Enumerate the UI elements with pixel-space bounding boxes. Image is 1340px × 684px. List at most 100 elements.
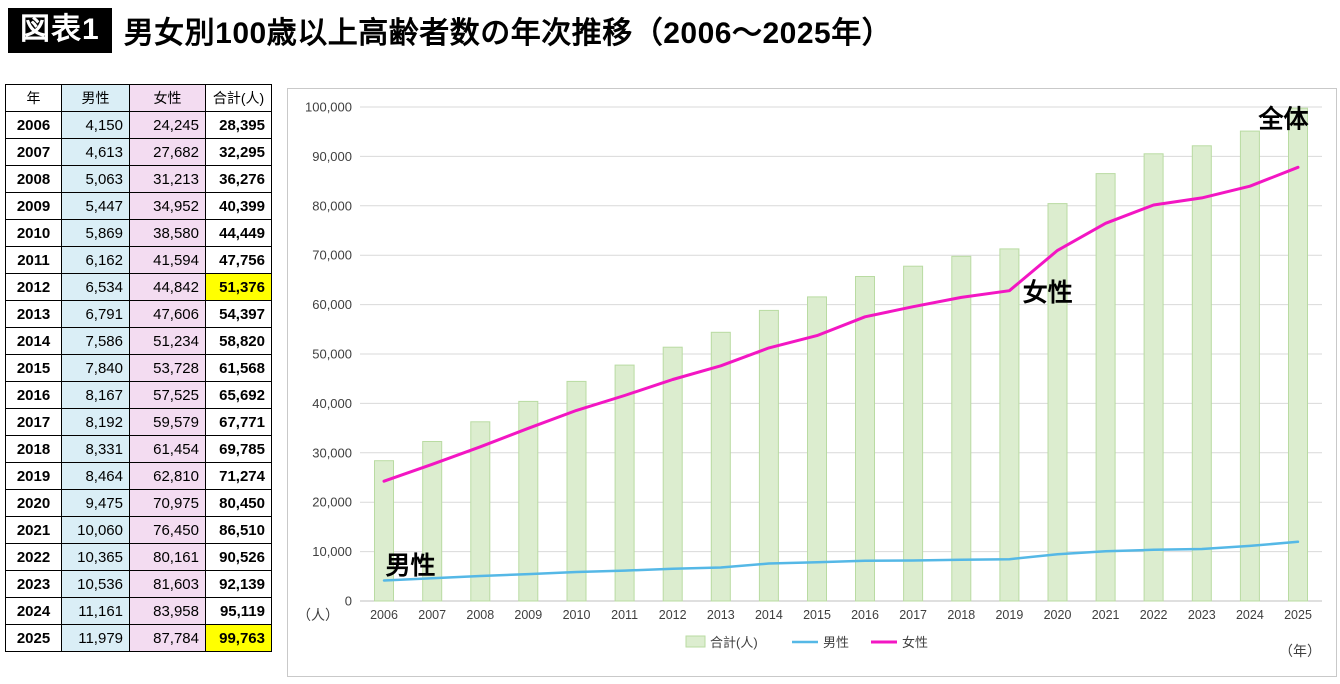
cell-total: 51,376 — [205, 273, 272, 301]
y-axis-tick-label: 90,000 — [312, 149, 352, 164]
total-bar — [807, 296, 827, 602]
x-axis-tick-label: 2019 — [995, 608, 1023, 622]
table-row: 2012 6,534 44,842 51,376 — [5, 273, 272, 301]
x-axis-tick-label: 2012 — [659, 608, 687, 622]
column-header-year: 年 — [5, 84, 62, 112]
cell-female: 24,245 — [129, 111, 206, 139]
cell-total: 58,820 — [205, 327, 272, 355]
cell-year: 2016 — [5, 381, 62, 409]
table-row: 2007 4,613 27,682 32,295 — [5, 138, 272, 166]
y-axis-tick-label: 10,000 — [312, 544, 352, 559]
cell-year: 2008 — [5, 165, 62, 193]
cell-male: 7,840 — [61, 354, 130, 382]
cell-male: 11,979 — [61, 624, 130, 652]
y-axis-tick-label: 20,000 — [312, 495, 352, 510]
x-axis-tick-label: 2024 — [1236, 608, 1264, 622]
cell-total: 44,449 — [205, 219, 272, 247]
x-axis-tick-label: 2006 — [370, 608, 398, 622]
x-axis-tick-label: 2013 — [707, 608, 735, 622]
cell-female: 61,454 — [129, 435, 206, 463]
total-bar — [758, 309, 779, 602]
x-axis-tick-label: 2018 — [947, 608, 975, 622]
cell-male: 10,060 — [61, 516, 130, 544]
cell-female: 83,958 — [129, 597, 206, 625]
cell-female: 51,234 — [129, 327, 206, 355]
cell-male: 11,161 — [61, 597, 130, 625]
cell-female: 70,975 — [129, 489, 206, 517]
table-row: 2025 11,979 87,784 99,763 — [5, 624, 272, 652]
total-bar — [662, 346, 683, 602]
cell-total: 65,692 — [205, 381, 272, 409]
cell-total: 40,399 — [205, 192, 272, 220]
table-row: 2011 6,162 41,594 47,756 — [5, 246, 272, 274]
cell-total: 36,276 — [205, 165, 272, 193]
chart-annotation: 全体 — [1257, 104, 1309, 133]
cell-year: 2012 — [5, 273, 62, 301]
total-bar — [518, 400, 539, 602]
x-axis-tick-label: 2016 — [851, 608, 879, 622]
y-axis-tick-label: 60,000 — [312, 297, 352, 312]
x-axis-tick-label: 2020 — [1044, 608, 1072, 622]
cell-total: 95,119 — [205, 597, 272, 625]
total-bar — [999, 248, 1020, 602]
x-axis-tick-label: 2015 — [803, 608, 831, 622]
cell-female: 53,728 — [129, 354, 206, 382]
cell-year: 2024 — [5, 597, 62, 625]
cell-female: 76,450 — [129, 516, 206, 544]
cell-year: 2015 — [5, 354, 62, 382]
cell-year: 2020 — [5, 489, 62, 517]
cell-male: 8,464 — [61, 462, 130, 490]
cell-male: 8,331 — [61, 435, 130, 463]
total-bar — [470, 421, 491, 602]
table-row: 2022 10,365 80,161 90,526 — [5, 543, 272, 571]
table-row: 2021 10,060 76,450 86,510 — [5, 516, 272, 544]
column-header-male: 男性 — [61, 84, 130, 112]
table-row: 2015 7,840 53,728 61,568 — [5, 354, 272, 382]
total-bar — [1047, 203, 1068, 602]
cell-total: 67,771 — [205, 408, 272, 436]
total-bar — [855, 276, 875, 602]
cell-year: 2013 — [5, 300, 62, 328]
y-axis-tick-label: 0 — [345, 594, 352, 609]
cell-female: 62,810 — [129, 462, 206, 490]
cell-year: 2017 — [5, 408, 62, 436]
cell-female: 38,580 — [129, 219, 206, 247]
cell-female: 41,594 — [129, 246, 206, 274]
cell-total: 86,510 — [205, 516, 272, 544]
x-axis-tick-label: 2007 — [418, 608, 446, 622]
cell-male: 8,167 — [61, 381, 130, 409]
x-axis-tick-label: 2023 — [1188, 608, 1216, 622]
cell-male: 10,365 — [61, 543, 130, 571]
cell-total: 54,397 — [205, 300, 272, 328]
cell-female: 44,842 — [129, 273, 206, 301]
total-bar — [1191, 145, 1212, 602]
y-axis-tick-label: 80,000 — [312, 198, 352, 213]
cell-female: 47,606 — [129, 300, 206, 328]
cell-female: 59,579 — [129, 408, 206, 436]
cell-male: 5,869 — [61, 219, 130, 247]
data-table: 年 男性 女性 合計(人) 2006 4,150 24,245 28,395 2007 4… — [5, 84, 272, 652]
cell-total: 28,395 — [205, 111, 272, 139]
cell-total: 90,526 — [205, 543, 272, 571]
table-row: 2016 8,167 57,525 65,692 — [5, 381, 272, 409]
female-line — [382, 165, 1300, 483]
cell-total: 61,568 — [205, 354, 272, 382]
cell-male: 5,063 — [61, 165, 130, 193]
x-axis-tick-label: 2008 — [466, 608, 494, 622]
cell-male: 9,475 — [61, 489, 130, 517]
cell-total: 47,756 — [205, 246, 272, 274]
column-header-female: 女性 — [129, 84, 206, 112]
cell-year: 2011 — [5, 246, 62, 274]
cell-year: 2014 — [5, 327, 62, 355]
cell-female: 81,603 — [129, 570, 206, 598]
table-row: 2008 5,063 31,213 36,276 — [5, 165, 272, 193]
cell-year: 2006 — [5, 111, 62, 139]
total-bar — [1288, 107, 1308, 602]
total-bar — [1095, 173, 1116, 602]
table-body: 2006 4,150 24,245 28,395 2007 4,613 27,682 32,2… — [5, 111, 272, 652]
male-line — [382, 540, 1300, 582]
x-axis-tick-label: 2011 — [611, 608, 638, 622]
cell-male: 7,586 — [61, 327, 130, 355]
figure-title: 男女別100歳以上高齢者数の年次推移（2006〜2025年） — [123, 17, 893, 51]
total-bar — [614, 364, 635, 602]
